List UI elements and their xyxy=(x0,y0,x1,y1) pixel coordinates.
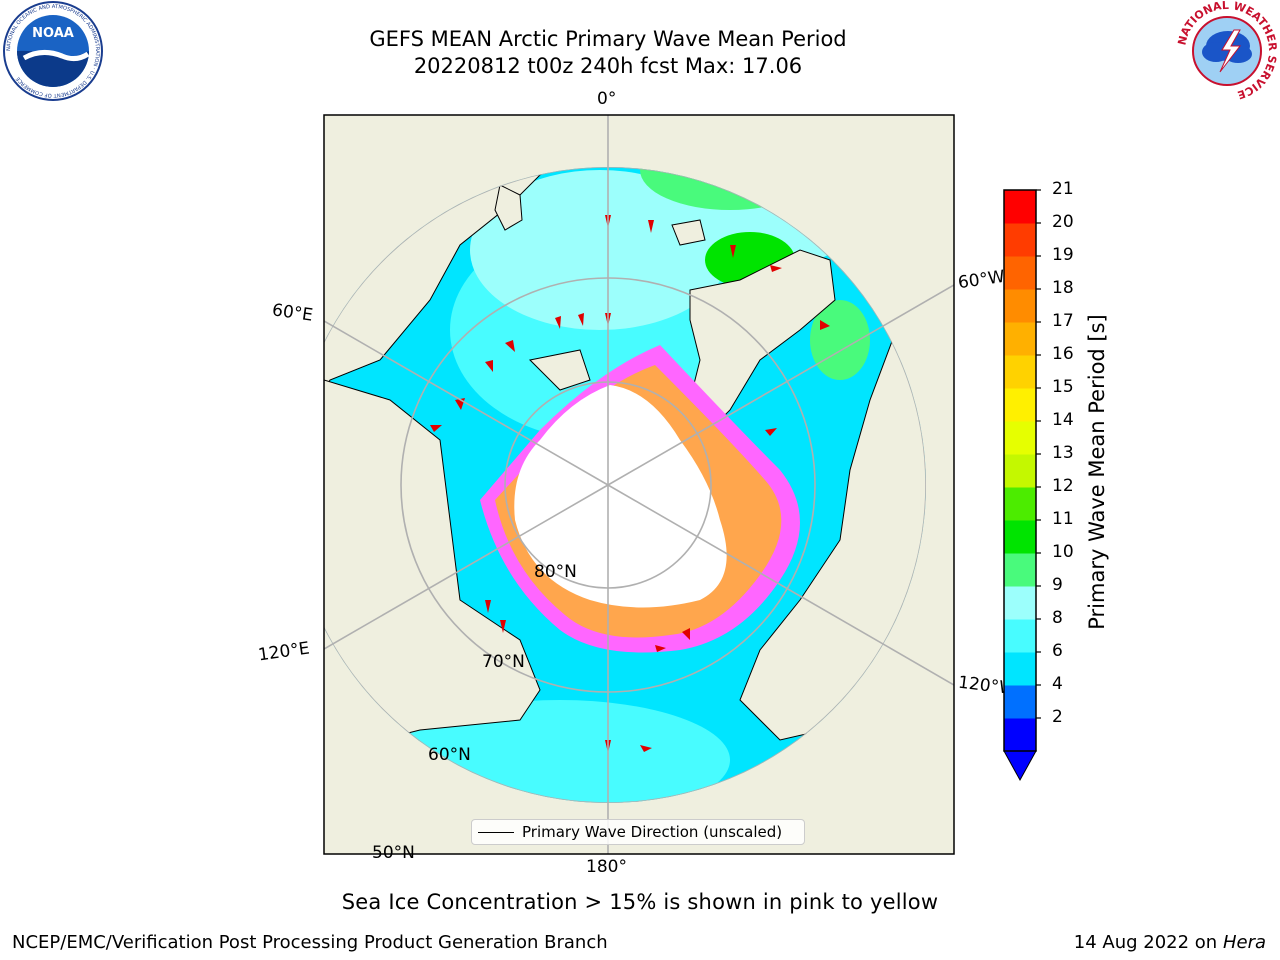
lat-label-50n: 50°N xyxy=(372,843,415,863)
footer-credit: NCEP/EMC/Verification Post Processing Pr… xyxy=(12,932,608,953)
wave-direction-arrow xyxy=(770,265,782,272)
colorbar-tick-label: 4 xyxy=(1052,674,1063,694)
wave-direction-arrow xyxy=(500,620,506,633)
map-frame xyxy=(323,114,955,855)
lat-label-60n: 60°N xyxy=(428,745,471,765)
chart-subtitle: 20220812 t00z 240h fcst Max: 17.06 xyxy=(413,54,803,78)
colorbar-band xyxy=(1004,520,1036,554)
wave-direction-arrow xyxy=(485,360,493,372)
wave-direction-arrow xyxy=(430,425,442,432)
colorbar-band xyxy=(1004,322,1036,356)
land-mass xyxy=(494,184,523,231)
colorbar-tick-label: 21 xyxy=(1052,179,1074,199)
land-mass xyxy=(671,219,706,246)
meridian-120e xyxy=(324,484,609,650)
wave-direction-arrow xyxy=(820,320,830,330)
colorbar-tick-label: 2 xyxy=(1052,707,1063,727)
colorbar-band xyxy=(1004,685,1036,719)
wave-direction-arrow xyxy=(505,340,515,352)
colorbar-tick-label: 10 xyxy=(1052,542,1074,562)
colorbar-tick-label: 9 xyxy=(1052,575,1063,595)
colorbar-band xyxy=(1004,388,1036,422)
lat-label-70n: 70°N xyxy=(482,652,525,672)
footer-date-text: 14 Aug 2022 on xyxy=(1073,932,1218,953)
colorbar-band xyxy=(1004,487,1036,521)
colorbar-tick-label: 20 xyxy=(1052,212,1074,232)
colorbar-tick-label: 11 xyxy=(1052,509,1074,529)
wave-direction-arrow xyxy=(655,645,666,652)
legend-label: Primary Wave Direction (unscaled) xyxy=(522,823,783,841)
colorbar-band xyxy=(1004,190,1036,224)
colorbar-tick-label: 6 xyxy=(1052,641,1063,661)
colorbar-tick-label: 15 xyxy=(1052,377,1074,397)
colorbar xyxy=(1003,189,1041,782)
colorbar-tick-label: 16 xyxy=(1052,344,1074,364)
lon-label-180: 180° xyxy=(586,857,627,877)
land-mass xyxy=(689,249,836,441)
wave-direction-arrow xyxy=(648,220,654,233)
wave-direction-arrow xyxy=(578,313,584,326)
colorbar-band xyxy=(1004,223,1036,257)
colorbar-tick-label: 19 xyxy=(1052,245,1074,265)
map-legend: Primary Wave Direction (unscaled) xyxy=(471,819,805,845)
colorbar-label: Primary Wave Mean Period [s] xyxy=(1085,314,1109,630)
meridian-120w xyxy=(607,484,954,686)
colorbar-tick-label: 13 xyxy=(1052,443,1074,463)
colorbar-band xyxy=(1004,586,1036,620)
colorbar-tick-label: 18 xyxy=(1052,278,1074,298)
noaa-logo-text: NOAA xyxy=(32,26,74,41)
colorbar-band xyxy=(1004,454,1036,488)
colorbar-band xyxy=(1004,355,1036,389)
wave-direction-arrow xyxy=(485,600,491,613)
chart-title: GEFS MEAN Arctic Primary Wave Mean Perio… xyxy=(369,27,847,51)
legend-line-sample xyxy=(478,832,514,833)
colorbar-band xyxy=(1004,718,1036,752)
colorbar-extend-arrow xyxy=(1003,750,1037,782)
lat-label-80n: 80°N xyxy=(534,562,577,582)
colorbar-band xyxy=(1004,619,1036,653)
colorbar-frame xyxy=(1003,189,1037,752)
colorbar-tick-label: 12 xyxy=(1052,476,1074,496)
wave-direction-arrow xyxy=(765,428,777,436)
colorbar-band xyxy=(1004,553,1036,587)
meridian-60w xyxy=(607,284,954,486)
meridian-60e xyxy=(324,320,609,486)
land-mass xyxy=(528,349,591,391)
colorbar-tick-label: 8 xyxy=(1052,608,1063,628)
colorbar-tick-label: 14 xyxy=(1052,410,1074,430)
footer-date: 14 Aug 2022 on Hera xyxy=(1074,932,1266,953)
footer-machine: Hera xyxy=(1222,932,1266,953)
colorbar-band xyxy=(1004,421,1036,455)
colorbar-band xyxy=(1004,652,1036,686)
colorbar-tick-label: 17 xyxy=(1052,311,1074,331)
wave-direction-arrow xyxy=(730,245,736,258)
colorbar-band xyxy=(1004,289,1036,323)
nws-logo: NATIONAL WEATHER SERVICE xyxy=(1176,0,1278,102)
sea-ice-note: Sea Ice Concentration > 15% is shown in … xyxy=(341,890,939,914)
lon-label-0: 0° xyxy=(597,89,617,109)
sea-ice-mask xyxy=(514,385,727,608)
colorbar-band xyxy=(1004,256,1036,290)
noaa-logo: NOAA NATIONAL OCEANIC AND ATMOSPHERIC AD… xyxy=(3,1,103,101)
wave-direction-arrow xyxy=(682,628,690,640)
wave-direction-arrow xyxy=(555,316,561,329)
wave-direction-arrow xyxy=(640,745,652,752)
